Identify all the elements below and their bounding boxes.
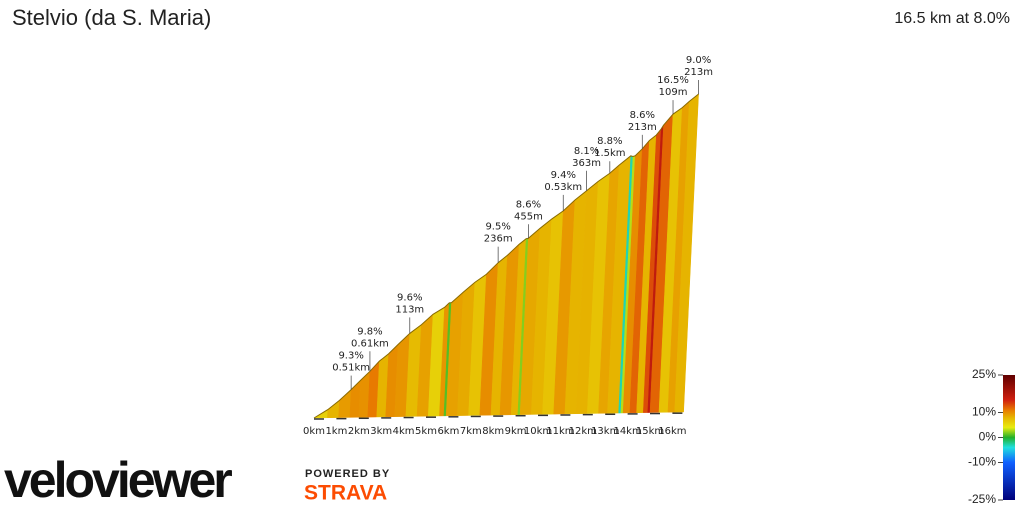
x-tick-label: 6km — [437, 426, 459, 437]
annotation-length: 213m — [628, 122, 657, 133]
legend-tick-label: -10% — [968, 455, 996, 469]
annotation-gradient: 9.5% — [485, 222, 510, 233]
x-tick-label: 4km — [393, 426, 415, 437]
x-tick-label: 2km — [348, 426, 370, 437]
x-tick-label: 1km — [325, 426, 347, 437]
x-tick-label: 15km — [636, 426, 664, 437]
annotation-gradient: 9.4% — [551, 170, 576, 181]
annotation-gradient: 16.5% — [657, 75, 689, 86]
strava-logo: STRAVA — [304, 482, 387, 505]
x-tick-label: 14km — [613, 426, 641, 437]
annotation-length: 455m — [514, 211, 543, 222]
annotation-length: 1.5km — [594, 148, 625, 159]
annotation-gradient: 8.6% — [516, 199, 541, 210]
annotation-gradient: 8.8% — [597, 136, 622, 147]
legend-tick-label: -25% — [968, 492, 996, 506]
gradient-segment — [338, 388, 352, 418]
annotation-gradient: 9.3% — [338, 351, 363, 362]
x-tick-label: 8km — [482, 426, 504, 437]
x-tick-label: 13km — [591, 426, 619, 437]
annotation-gradient: 9.0% — [686, 55, 711, 66]
x-tick-label: 7km — [460, 426, 482, 437]
annotation-gradient: 8.6% — [630, 110, 655, 121]
color-bar — [1003, 375, 1015, 500]
legend-tick-label: 25% — [972, 367, 996, 381]
powered-by: POWERED BY — [305, 468, 390, 480]
x-tick-label: 0km — [303, 426, 325, 437]
x-tick-label: 12km — [569, 426, 597, 437]
annotation-length: 0.51km — [332, 363, 370, 374]
annotation-length: 0.53km — [544, 182, 582, 193]
legend-tick-label: 0% — [979, 430, 997, 444]
profile-outline — [313, 93, 699, 419]
annotation-length: 0.61km — [351, 338, 389, 349]
annotation-length: 363m — [572, 158, 601, 169]
annotation-length: 109m — [659, 87, 688, 98]
x-tick-label: 9km — [505, 426, 527, 437]
x-tick-label: 11km — [546, 426, 574, 437]
annotation-gradient: 9.6% — [397, 292, 422, 303]
logo: veloviewer — [4, 452, 232, 508]
x-tick-label: 5km — [415, 426, 437, 437]
annotation-length: 236m — [484, 234, 513, 245]
annotation-length: 113m — [395, 304, 424, 315]
chart-subtitle: 16.5 km at 8.0% — [894, 10, 1010, 27]
x-tick-label: 16km — [658, 426, 686, 437]
annotation-length: 213m — [684, 67, 713, 78]
annotation-gradient: 8.1% — [574, 146, 599, 157]
legend-tick-label: 10% — [972, 405, 996, 419]
chart-title: Stelvio (da S. Maria) — [12, 5, 211, 30]
x-tick-label: 3km — [370, 426, 392, 437]
annotation-gradient: 9.8% — [357, 326, 382, 337]
x-tick-label: 10km — [524, 426, 552, 437]
